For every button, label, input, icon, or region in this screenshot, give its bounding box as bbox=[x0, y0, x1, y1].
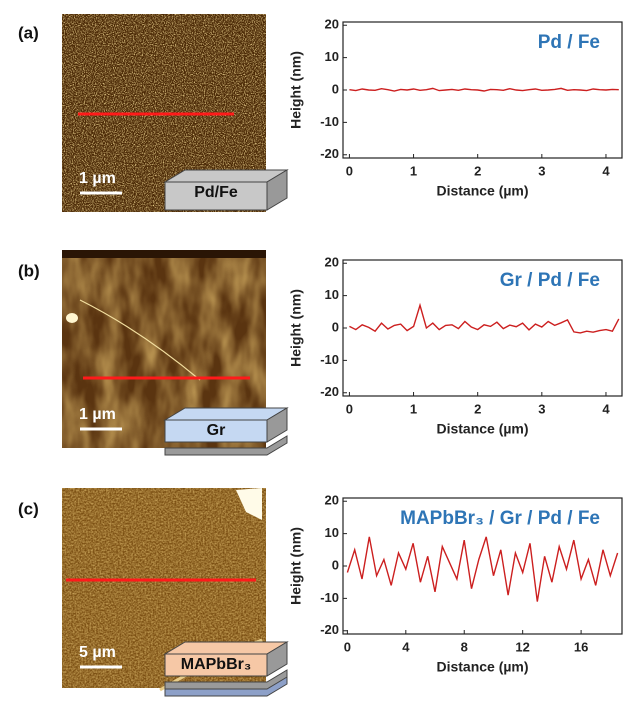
y-tick-label: 10 bbox=[325, 287, 339, 302]
x-axis-label: Distance (µm) bbox=[436, 421, 528, 437]
y-tick-label: -20 bbox=[320, 384, 339, 399]
layer-stack bbox=[163, 169, 289, 211]
x-tick-label: 4 bbox=[402, 639, 410, 654]
chart: -20 -10 0 10 20 0 4 8 12 16 Distance (µm) Height (n… bbox=[288, 493, 623, 675]
x-tick-label: 2 bbox=[474, 163, 481, 178]
data-line bbox=[349, 87, 619, 92]
x-tick-label: 8 bbox=[461, 639, 468, 654]
layer-slab bbox=[163, 407, 289, 421]
y-tick-label: 10 bbox=[325, 525, 339, 540]
layer-slab bbox=[266, 407, 288, 443]
layer-label: Gr bbox=[207, 422, 226, 439]
x-tick-label: 1 bbox=[410, 401, 417, 416]
x-tick-label: 0 bbox=[346, 401, 353, 416]
x-tick-label: 0 bbox=[344, 639, 351, 654]
annotation: MAPbBr₃ / Gr / Pd / Fe bbox=[400, 508, 600, 529]
panel-label: (b) bbox=[18, 261, 40, 280]
layer-label: MAPbBr₃ bbox=[181, 656, 252, 673]
y-tick-label: 0 bbox=[332, 319, 339, 334]
layer-slab bbox=[163, 641, 289, 655]
layer-stack bbox=[163, 407, 289, 456]
layer-slab bbox=[164, 669, 288, 690]
y-tick-label: 20 bbox=[325, 17, 339, 32]
x-tick-label: 0 bbox=[346, 163, 353, 178]
layer-slab bbox=[266, 169, 288, 211]
annotation: Gr / Pd / Fe bbox=[500, 270, 600, 291]
layer-slab bbox=[164, 435, 288, 456]
panel-label: (a) bbox=[18, 23, 39, 42]
layer-stack bbox=[163, 641, 289, 697]
y-tick-label: -10 bbox=[320, 352, 339, 367]
y-tick-label: -10 bbox=[320, 114, 339, 129]
x-tick-label: 3 bbox=[538, 163, 545, 178]
x-tick-label: 4 bbox=[602, 163, 610, 178]
x-tick-label: 4 bbox=[602, 401, 610, 416]
x-axis-label: Distance (µm) bbox=[436, 659, 528, 675]
x-tick-label: 16 bbox=[574, 639, 588, 654]
scale-bar-label: 5 µm bbox=[79, 644, 116, 661]
layer-slab bbox=[266, 641, 288, 677]
y-axis-label: Height (nm) bbox=[288, 51, 304, 129]
layer-label: Pd/Fe bbox=[194, 184, 238, 201]
x-axis-label: Distance (µm) bbox=[436, 183, 528, 199]
y-tick-label: 20 bbox=[325, 493, 339, 508]
layer-slab bbox=[163, 169, 289, 183]
x-tick-label: 1 bbox=[410, 163, 417, 178]
y-tick-label: -10 bbox=[320, 590, 339, 605]
y-tick-label: 20 bbox=[325, 255, 339, 270]
x-tick-label: 12 bbox=[515, 639, 529, 654]
y-tick-label: 0 bbox=[332, 557, 339, 572]
y-tick-label: -20 bbox=[320, 146, 339, 161]
x-tick-label: 3 bbox=[538, 401, 545, 416]
y-tick-label: 0 bbox=[332, 81, 339, 96]
chart: -20 -10 0 10 20 0 1 2 3 4 Distance (µm) Height (nm)… bbox=[288, 17, 623, 199]
y-tick-label: -20 bbox=[320, 622, 339, 637]
afm-image bbox=[62, 14, 266, 212]
panel-label: (c) bbox=[18, 499, 39, 518]
data-line bbox=[346, 536, 619, 602]
data-line bbox=[349, 302, 620, 334]
chart: -20 -10 0 10 20 0 1 2 3 4 Distance (µm) Height (nm)… bbox=[288, 255, 623, 437]
annotation: Pd / Fe bbox=[538, 32, 600, 53]
scale-bar-label: 1 µm bbox=[79, 406, 116, 423]
y-axis-label: Height (nm) bbox=[288, 289, 304, 367]
scale-bar-label: 1 µm bbox=[79, 170, 116, 187]
y-tick-label: 10 bbox=[325, 49, 339, 64]
x-tick-label: 2 bbox=[474, 401, 481, 416]
y-axis-label: Height (nm) bbox=[288, 527, 304, 605]
